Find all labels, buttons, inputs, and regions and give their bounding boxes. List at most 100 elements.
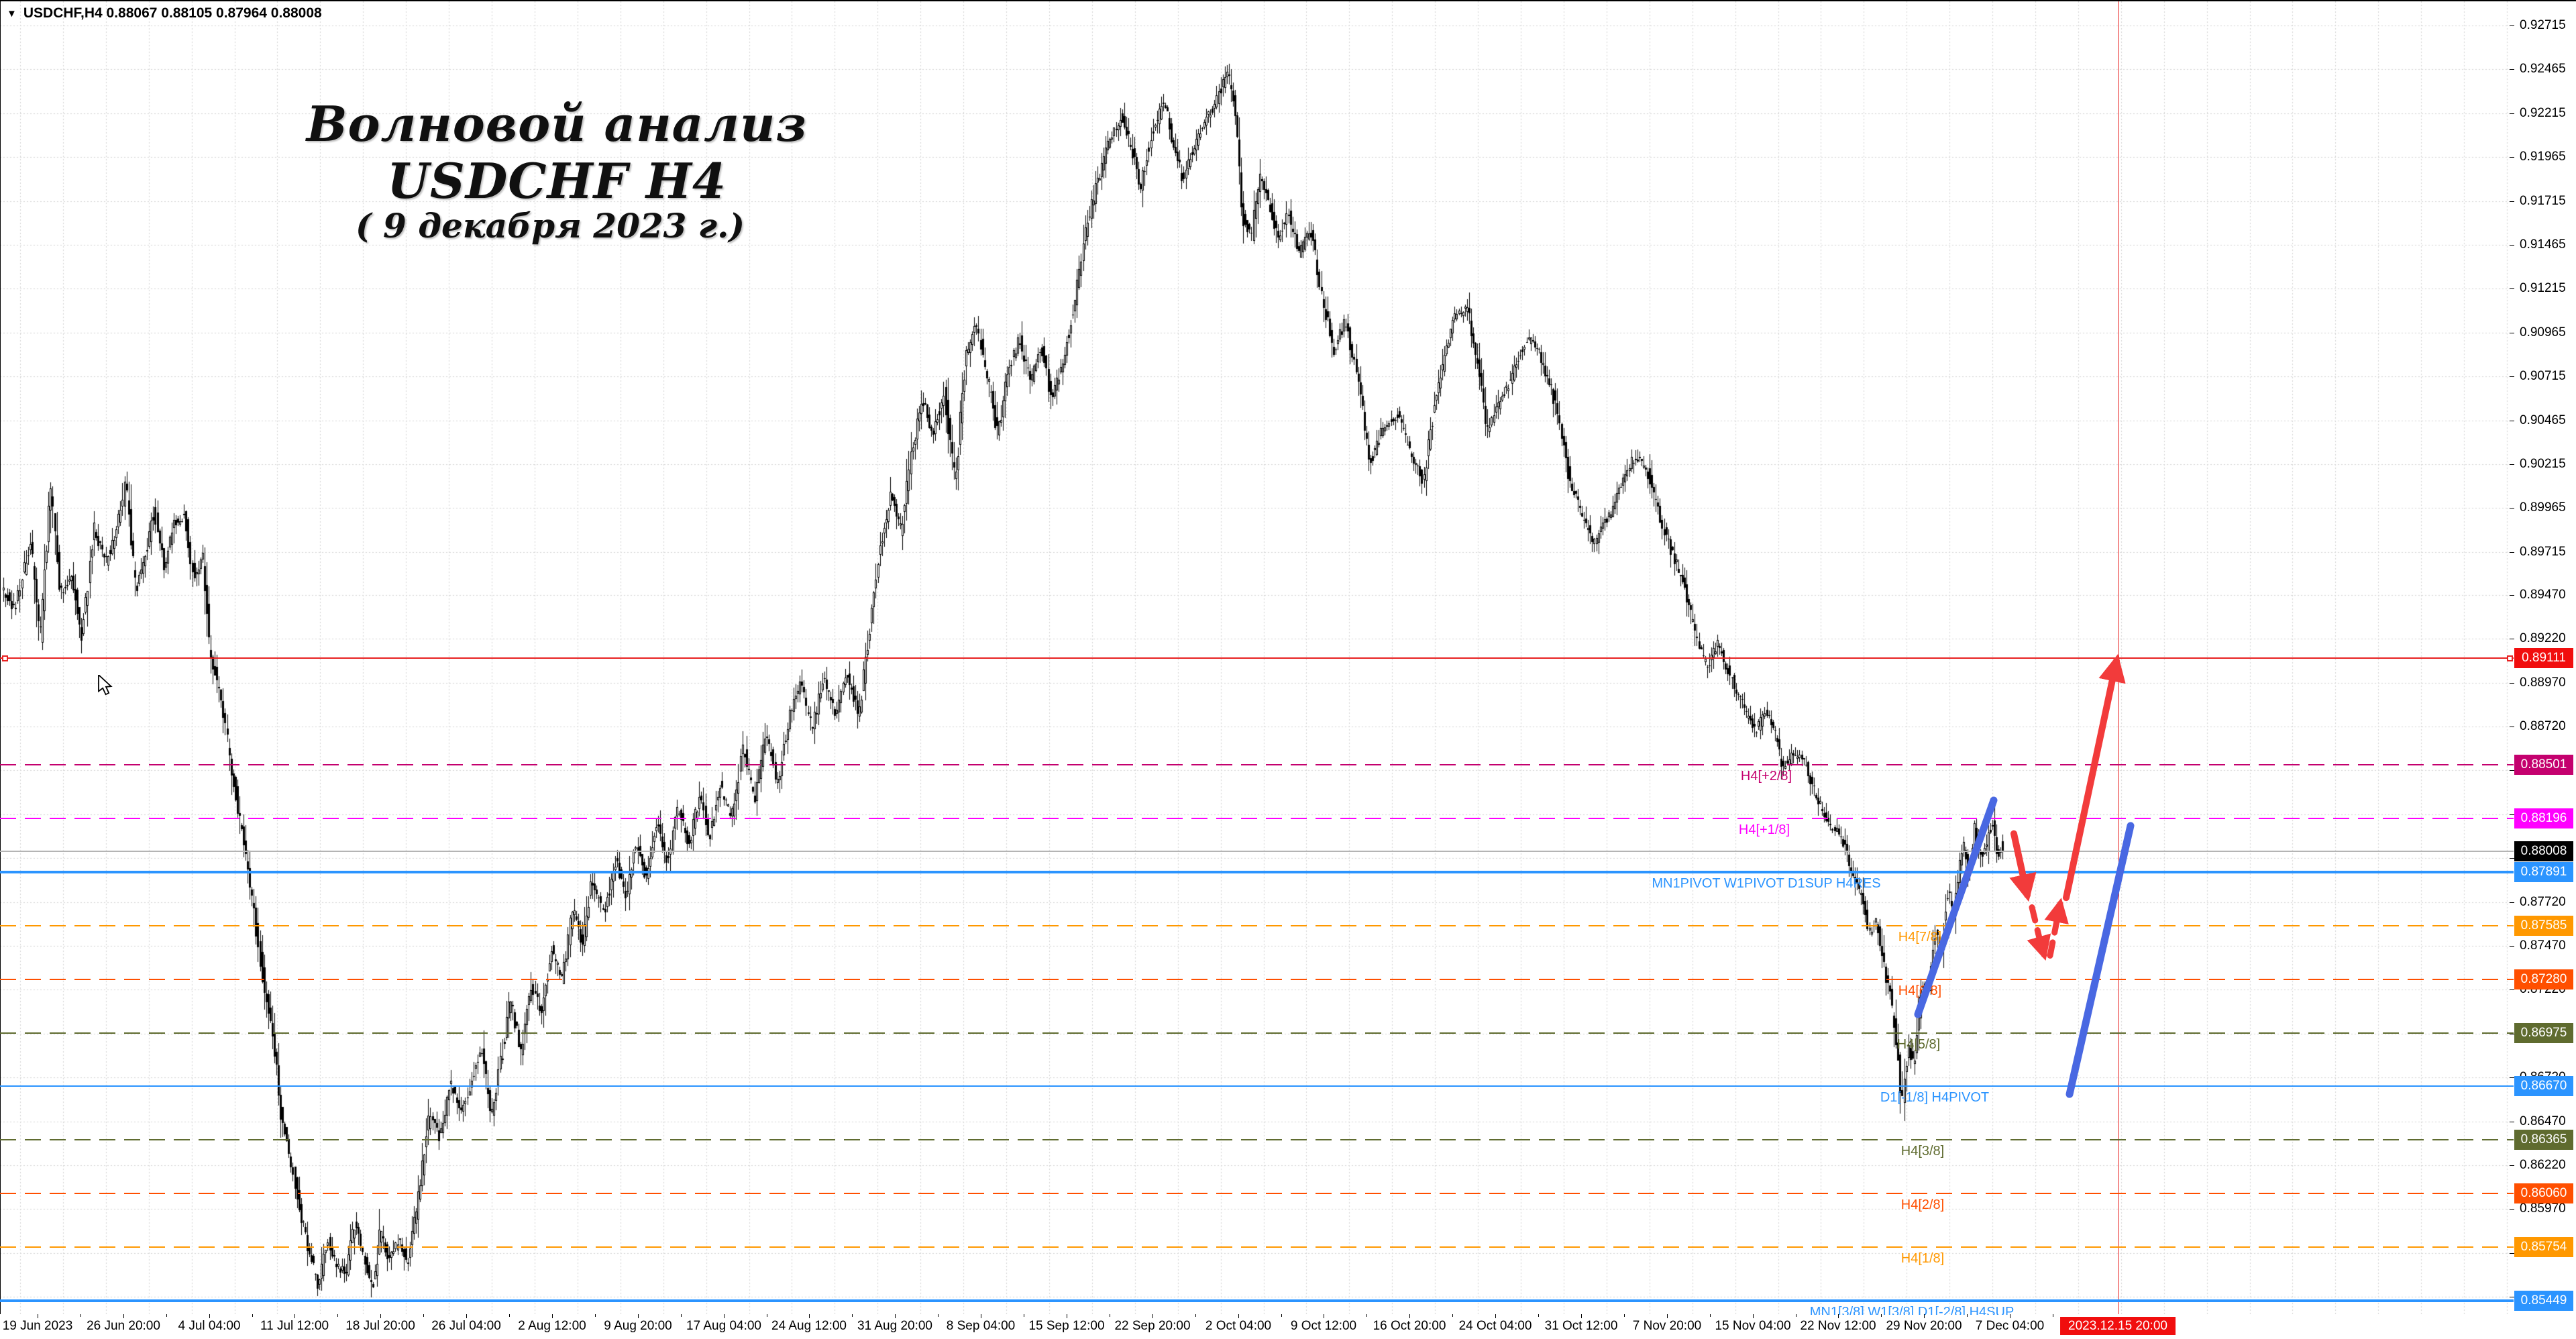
time-tick-minor [595,1314,596,1317]
time-tick [809,1314,810,1318]
time-tick-label: 17 Aug 04:00 [686,1319,761,1333]
price-tick [2510,683,2514,684]
time-tick-label: 4 Jul 04:00 [178,1319,241,1333]
time-tick [1152,1314,1153,1318]
time-tick-minor [1195,1314,1196,1317]
symbol-dropdown-icon[interactable]: ▼ [7,7,17,19]
level-line-0.86365[interactable] [0,1139,2514,1140]
price-tick [2510,1077,2514,1078]
time-tick-label: 9 Oct 12:00 [1290,1319,1357,1333]
mouse-cursor [98,675,113,696]
time-tick-label: 19 Jun 2023 [2,1319,73,1333]
price-tick-label: 0.91215 [2520,281,2566,295]
time-tick-minor [681,1314,682,1317]
time-tick-minor [80,1314,81,1317]
time-tick [1495,1314,1496,1318]
price-tick-label: 0.90465 [2520,413,2566,427]
level-line-0.86060[interactable] [0,1193,2514,1194]
price-tag-0.87891: 0.87891 [2514,862,2573,882]
time-tick [1581,1314,1582,1318]
time-tick-minor [252,1314,253,1317]
time-tick-label: 29 Nov 20:00 [1886,1319,1962,1333]
price-tag-0.85449: 0.85449 [2514,1291,2573,1311]
level-label: H4[+2/8] [1740,769,1792,784]
level-line-0.89111[interactable] [0,657,2514,659]
time-tick-minor [423,1314,424,1317]
price-tick-label: 0.87470 [2520,939,2566,953]
time-tick-minor [1967,1314,1968,1317]
level-label: H4[6/8] [1898,983,1942,998]
time-tick [638,1314,639,1318]
level-line-0.85754[interactable] [0,1246,2514,1248]
time-tick [1753,1314,1754,1318]
price-tick-label: 0.90215 [2520,457,2566,471]
hline-handle[interactable] [2,655,8,661]
chart-title-text-object[interactable]: Волновой анализ USDCHF H4 [306,95,808,209]
price-tick-label: 0.89715 [2520,545,2566,559]
price-tick [2510,595,2514,596]
hline-handle[interactable] [2507,655,2513,661]
price-tick [2510,946,2514,947]
time-tick-label: 9 Aug 20:00 [604,1319,672,1333]
time-tick-label: 15 Sep 12:00 [1028,1319,1105,1333]
time-axis[interactable]: 19 Jun 2023 26 Jun 20:00 4 Jul 04:00 11 Jul… [0,1314,2576,1339]
level-label: H4[5/8] [1896,1037,1941,1052]
time-tick [1838,1314,1839,1318]
price-tick-label: 0.91715 [2520,194,2566,208]
price-tag-0.87280: 0.87280 [2514,969,2573,989]
time-tick-label: 7 Dec 04:00 [1975,1319,2045,1333]
time-tick-minor [1710,1314,1711,1317]
time-tick-minor [1281,1314,1282,1317]
time-tick-minor [1624,1314,1625,1317]
price-tag-0.87585: 0.87585 [2514,916,2573,936]
time-tick-minor [852,1314,853,1317]
time-tick-label: 18 Jul 20:00 [345,1319,415,1333]
time-tick-label: 26 Jun 20:00 [87,1319,160,1333]
price-tick-label: 0.90715 [2520,369,2566,383]
price-tick [2510,69,2514,70]
price-tick [2510,902,2514,903]
price-tick-label: 0.89220 [2520,631,2566,645]
time-tick-label: 22 Sep 20:00 [1114,1319,1191,1333]
price-tick [2510,989,2514,990]
level-line-0.88008[interactable] [0,851,2514,852]
price-tick [2510,157,2514,158]
price-tick [2510,1253,2514,1254]
level-line-0.88196[interactable] [0,818,2514,819]
time-tick-label: 22 Nov 12:00 [1800,1319,1876,1333]
level-line-0.87585[interactable] [0,925,2514,926]
price-tick-label: 0.90965 [2520,325,2566,339]
price-tick-label: 0.92715 [2520,18,2566,32]
level-label: H4[3/8] [1900,1144,1945,1159]
time-tick [209,1314,210,1318]
level-line-0.88501[interactable] [0,764,2514,765]
price-tick [2510,1165,2514,1166]
time-tick [1667,1314,1668,1318]
level-line-0.86975[interactable] [0,1032,2514,1034]
time-tick [1924,1314,1925,1318]
price-tick [2510,770,2514,771]
level-line-0.85449[interactable] [0,1299,2514,1302]
price-tick [2510,376,2514,377]
price-tick-label: 0.89470 [2520,588,2566,602]
price-tick-label: 0.88970 [2520,676,2566,690]
level-line-0.87891[interactable] [0,871,2514,873]
price-axis[interactable]: 0.89111 0.88501 0.88196 0.88008 0.87891 0.875… [2510,1,2576,1314]
price-tag-0.86060: 0.86060 [2514,1183,2573,1203]
price-tag-0.88196: 0.88196 [2514,808,2573,828]
time-tick-minor [1366,1314,1367,1317]
time-tick-minor [1538,1314,1539,1317]
price-tick [2510,1209,2514,1210]
time-tick-label: 2 Oct 04:00 [1205,1319,1272,1333]
price-tick-label: 0.92215 [2520,106,2566,120]
level-line-0.87280[interactable] [0,979,2514,980]
price-tick [2510,858,2514,859]
chart-subtitle-text-object[interactable]: ( 9 декабря 2023 г.) [355,206,745,246]
time-tick-label: 16 Oct 20:00 [1373,1319,1446,1333]
price-tag-0.86670: 0.86670 [2514,1076,2573,1096]
price-tick-label: 0.86470 [2520,1114,2566,1128]
level-line-0.86670[interactable] [0,1085,2514,1087]
price-tick [2510,814,2514,815]
price-tick-label: 0.91465 [2520,237,2566,252]
